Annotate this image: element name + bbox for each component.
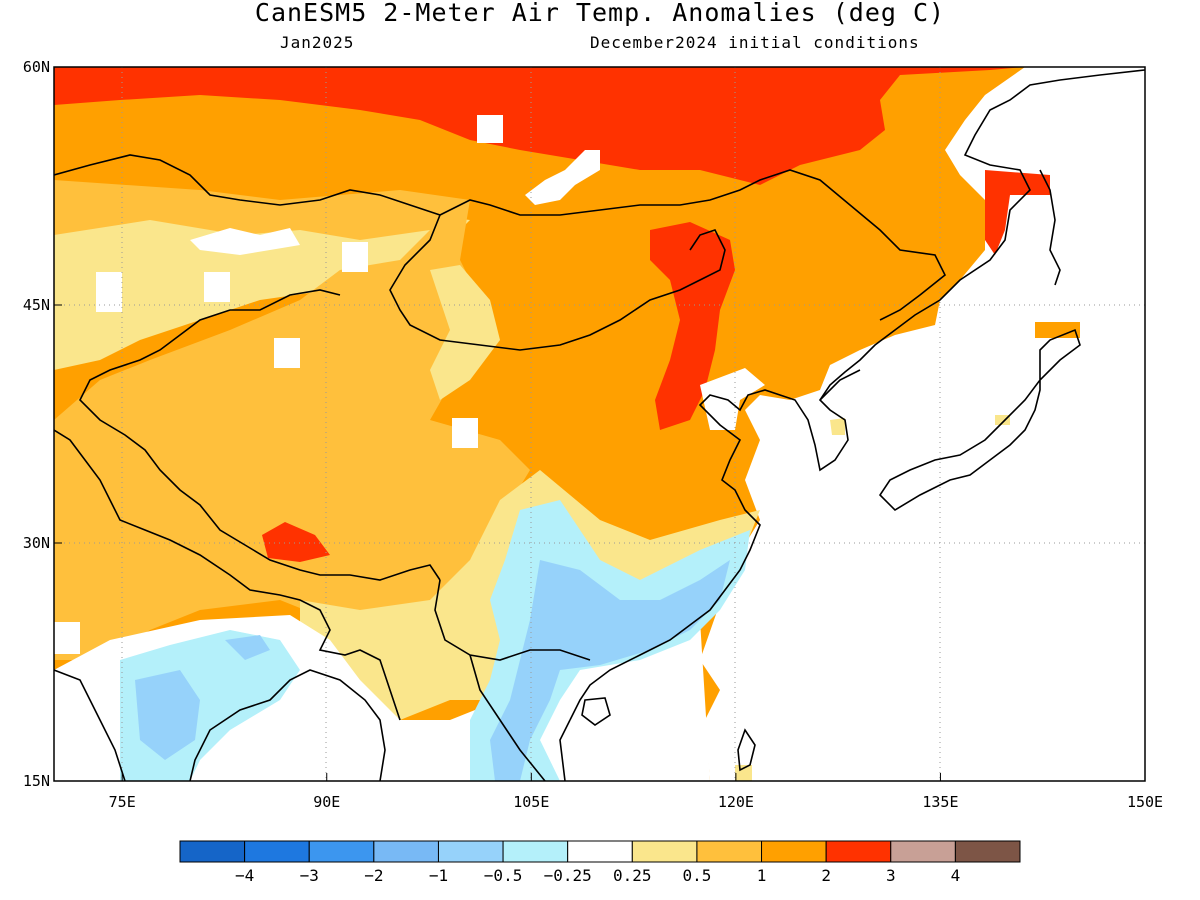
colorbar-swatch [825, 840, 892, 863]
colorbar-label: 0.25 [613, 866, 652, 885]
border-myanmar-china [434, 579, 591, 661]
lon-tick-label: 75E [109, 793, 136, 811]
coastline-indochina [559, 719, 571, 781]
colorbar-swatch [437, 840, 504, 863]
anomaly-light-japan [995, 415, 1010, 425]
initial-conditions-label: December2024 initial conditions [590, 33, 920, 52]
colorbar-label: 2 [821, 866, 831, 885]
colorbar-swatch [179, 840, 246, 863]
colorbar-label: −2 [364, 866, 383, 885]
gridlines [54, 67, 1145, 781]
plot-frame [53, 66, 1146, 782]
colorbar-label: 1 [757, 866, 767, 885]
colorbar-swatch [567, 840, 633, 863]
coastline-taiwan [737, 728, 756, 772]
colorbar-swatch [631, 840, 698, 863]
lake-block [342, 242, 368, 272]
colorbar-swatch [761, 840, 827, 863]
colorbar-swatch [696, 840, 763, 863]
colorbar-legend: −4 −3 −2 −1 −0.5 −0.25 0.25 0.5 1 2 3 4 [179, 840, 1021, 885]
anomaly-mid-central [54, 180, 530, 660]
border-korea [819, 369, 861, 401]
map-title: CanESM5 2-Meter Air Temp. Anomalies (deg… [254, 0, 946, 27]
coastline-sakhalin [1039, 169, 1061, 286]
lon-tick-label: 90E [313, 793, 340, 811]
border-china-west [79, 289, 441, 581]
lake-baikal-block [525, 150, 600, 205]
coastline-hainan [581, 697, 611, 726]
bohai-sea-block [700, 368, 765, 430]
lake-block [274, 338, 300, 368]
border-china-north [439, 169, 947, 321]
colorbar-label: −0.5 [484, 866, 523, 885]
border-mongolia-south [389, 214, 726, 351]
lake-balkhash-block [190, 228, 300, 255]
colorbar-label: 4 [951, 866, 961, 885]
lat-tick-label: 30N [23, 534, 50, 552]
forecast-month: Jan2025 [280, 33, 355, 52]
lat-tick-label: 45N [23, 296, 50, 314]
anomaly-field [54, 67, 1145, 781]
lon-tick-label: 150E [1127, 793, 1163, 811]
missing-block-west [54, 622, 80, 654]
coastline-bay-of-bengal [189, 669, 386, 781]
colorbar-label: 3 [886, 866, 896, 885]
colorbar-label: −4 [235, 866, 254, 885]
border-indochina [469, 654, 546, 781]
coastline-east-asia [569, 69, 1145, 721]
lat-tick-label: 15N [23, 772, 50, 790]
axis-ticks: 75E 90E 105E 120E 135E 150E 60N 45N 30N 15N [23, 58, 1163, 811]
lake-block [452, 418, 478, 448]
anomaly-pos-hokkaido [1035, 322, 1080, 338]
lon-tick-label: 120E [718, 793, 754, 811]
coastlines-and-borders [54, 69, 1145, 781]
colorbar-swatch [890, 840, 956, 863]
colorbar-label: 0.5 [682, 866, 711, 885]
anomaly-max-amur [985, 170, 1050, 255]
colorbar-label: −1 [429, 866, 448, 885]
anomaly-light-korea [830, 418, 845, 435]
anomaly-neg-core-india-small [225, 635, 270, 660]
colorbar-swatch [502, 840, 569, 863]
lon-tick-label: 105E [513, 793, 549, 811]
colorbar-label: −0.25 [544, 866, 592, 885]
border-central-asia [54, 154, 441, 216]
border-south-asia [54, 429, 401, 721]
lake-block [204, 272, 230, 302]
lake-block [477, 115, 503, 143]
lat-tick-label: 60N [23, 58, 50, 76]
colorbar-swatch [954, 840, 1021, 863]
colorbar-swatch [244, 840, 310, 863]
anomaly-max-tibet [262, 522, 330, 562]
colorbar-swatch [308, 840, 375, 863]
colorbar-label: −3 [300, 866, 319, 885]
coastline-india-west [54, 669, 126, 781]
lon-tick-label: 135E [922, 793, 958, 811]
ocean-no-data-east [700, 67, 1145, 781]
coastline-japan [878, 328, 1081, 512]
anomaly-neg-core-south-china [490, 560, 730, 781]
lake-block [96, 272, 122, 312]
anomaly-light-ribbon [430, 265, 500, 400]
anomaly-neg-core-india [135, 670, 200, 760]
colorbar-swatch [373, 840, 439, 863]
anomaly-max-north [54, 67, 1025, 185]
